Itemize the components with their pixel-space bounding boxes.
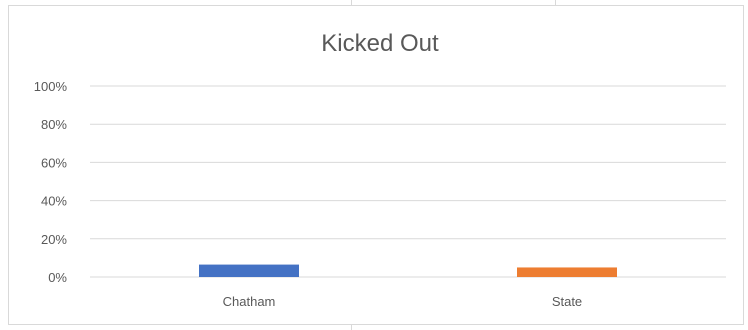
y-axis-tick-labels: 0% 20% 40% 60% 80% 100% [34,79,68,285]
chart-title: Kicked Out [321,30,439,57]
x-category-label: Chatham [223,294,276,309]
y-tick-label: 60% [41,155,67,170]
sheet-gridline [351,325,352,330]
gridlines [90,85,726,278]
bars [199,264,617,277]
y-tick-label: 80% [41,117,67,132]
bar-state[interactable] [517,267,617,277]
y-tick-label: 40% [41,194,67,209]
y-tick-label: 0% [48,270,67,285]
y-tick-label: 20% [41,232,67,247]
sheet-gridline [555,0,556,5]
x-category-label: State [552,294,582,309]
bar-chatham[interactable] [199,264,299,277]
sheet-gridline [351,0,352,5]
x-axis-category-labels: Chatham State [223,294,583,309]
chart-area[interactable] [8,5,744,325]
y-tick-label: 100% [34,79,68,94]
